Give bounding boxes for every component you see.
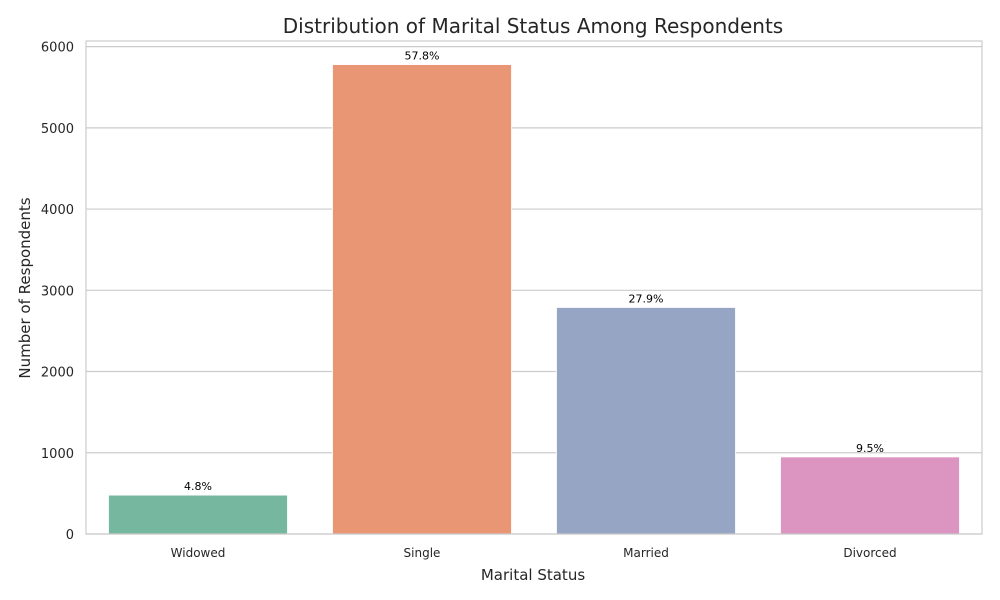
y-tick-label: 2000 [41,366,74,381]
data-label-single: 57.8% [405,49,440,62]
y-tick-label: 3000 [41,284,74,299]
x-tick-label: Divorced [843,546,896,560]
bars [107,63,961,535]
x-tick-label: Single [404,546,441,560]
y-tick-label: 6000 [41,41,74,56]
y-tick-label: 1000 [41,447,74,462]
data-labels: 4.8% 57.8% 27.9% 9.5% [184,49,884,493]
bar-married [555,306,737,535]
x-tick-label: Married [623,546,669,560]
y-tick-label: 4000 [41,203,74,218]
bar-single [331,63,513,535]
data-label-married: 27.9% [629,292,664,305]
bar-divorced [779,456,961,535]
x-axis-label: Marital Status [481,566,585,584]
y-axis-label: Number of Respondents [16,197,34,378]
bar-widowed [107,494,289,535]
chart-title: Distribution of Marital Status Among Res… [283,14,783,38]
y-axis-ticks: 0 1000 2000 3000 4000 5000 6000 [41,41,74,543]
data-label-divorced: 9.5% [856,442,884,455]
x-tick-label: Widowed [171,546,226,560]
plot-frame [85,40,983,535]
x-axis-ticks: Widowed Single Married Divorced [171,546,897,560]
y-tick-label: 5000 [41,122,74,137]
y-tick-label: 0 [66,528,74,543]
grid-lines [86,46,982,535]
data-label-widowed: 4.8% [184,480,212,493]
